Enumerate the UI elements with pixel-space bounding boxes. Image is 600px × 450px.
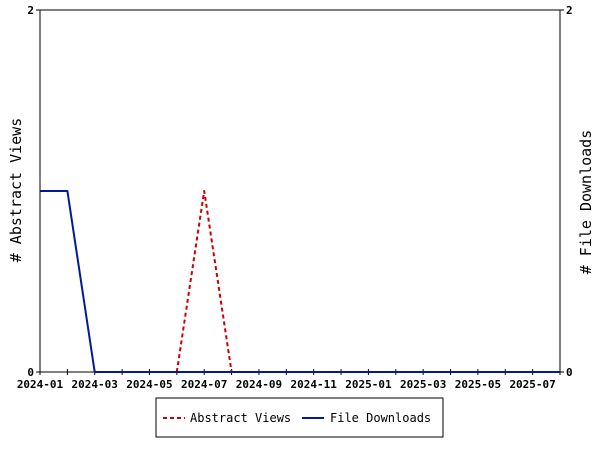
x-tick-label-2024-11: 2024-11 bbox=[291, 378, 338, 391]
series-layer bbox=[40, 190, 560, 373]
x-tick-label-2024-09: 2024-09 bbox=[236, 378, 282, 391]
series-line-abstract-views bbox=[175, 190, 233, 373]
x-tick-label-2025-05: 2025-05 bbox=[455, 378, 501, 391]
x-tick-label-2024-05: 2024-05 bbox=[126, 378, 172, 391]
x-tick-label-2025-07: 2025-07 bbox=[509, 378, 555, 391]
x-tick-label-2024-01: 2024-01 bbox=[17, 378, 64, 391]
plot-border bbox=[39, 9, 561, 373]
y2-tick-label-2: 2 bbox=[566, 4, 573, 17]
x-tick-label-2025-03: 2025-03 bbox=[400, 378, 446, 391]
x-tick-label-2024-03: 2024-03 bbox=[72, 378, 118, 391]
y-axis-title-right: # File Downloads bbox=[577, 130, 595, 275]
legend-label-file-downloads: File Downloads bbox=[330, 411, 431, 425]
y-tick-label-0: 0 bbox=[27, 366, 34, 379]
y-axis-title-left: # Abstract Views bbox=[7, 118, 25, 263]
y-tick-label-2: 2 bbox=[27, 4, 34, 17]
series-line-file-downloads bbox=[40, 190, 560, 373]
x-axis: 2024-01 2024-03 2024-05 2024-07 2024-09 2024-… bbox=[17, 369, 561, 391]
y-axis-right: 02 bbox=[560, 4, 573, 379]
y2-tick-label-0: 0 bbox=[566, 366, 573, 379]
legend: Abstract Views File Downloads bbox=[155, 397, 444, 438]
legend-label-abstract-views: Abstract Views bbox=[190, 411, 291, 425]
y-axis-left: 02 bbox=[27, 4, 40, 379]
x-tick-label-2025-01: 2025-01 bbox=[345, 378, 392, 391]
legend-box bbox=[155, 397, 444, 438]
x-tick-label-2024-07: 2024-07 bbox=[181, 378, 227, 391]
plot-area bbox=[39, 9, 561, 373]
